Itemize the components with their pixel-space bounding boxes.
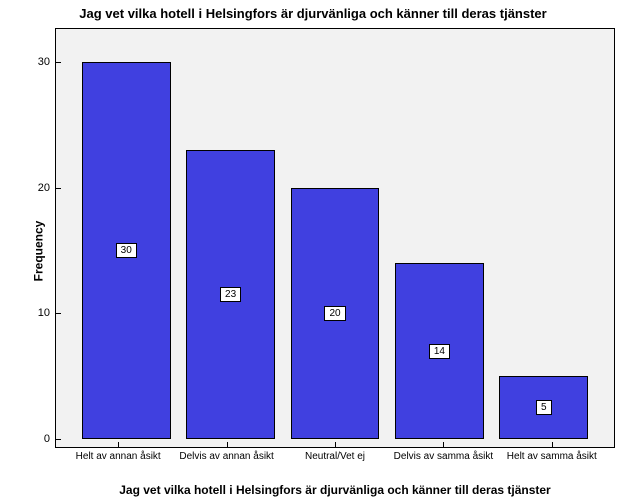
bar-value-label: 20 [324,306,345,321]
y-tick-label: 20 [38,182,50,194]
bar-slot: 20 [283,37,387,439]
x-tick [118,442,119,447]
y-tick-label: 30 [38,56,50,68]
x-tick-label: Helt av annan åsikt [68,451,168,462]
bar-value-label: 5 [536,400,552,415]
y-axis-title: Frequency [31,220,45,281]
bar-value-label: 14 [429,344,450,359]
x-tick-label: Helt av samma åsikt [502,451,602,462]
x-tick-label: Delvis av annan åsikt [177,451,277,462]
x-axis-title: Jag vet vilka hotell i Helsingfors är dj… [55,483,615,497]
x-tick [552,442,553,447]
bar: 20 [291,188,380,439]
x-tick [335,442,336,447]
y-tick [56,62,61,63]
bar: 30 [82,62,171,439]
x-tick-label: Delvis av samma åsikt [393,451,493,462]
bar-value-label: 30 [116,243,137,258]
bar: 5 [499,376,588,439]
y-tick-label: 10 [38,307,50,319]
bar: 14 [395,263,484,439]
y-tick [56,439,61,440]
plot-inner: 30 23 20 14 5 [64,37,606,439]
bar: 23 [186,150,275,439]
bar-slot: 5 [492,37,596,439]
bar-value-label: 23 [220,287,241,302]
y-tick [56,313,61,314]
x-tick [443,442,444,447]
bars-group: 30 23 20 14 5 [64,37,606,439]
plot-area: 0102030 302320145 Helt av annan åsiktDel… [55,28,615,448]
y-tick [56,188,61,189]
chart-title: Jag vet vilka hotell i Helsingfors är dj… [0,6,626,21]
bar-slot: 14 [387,37,491,439]
bar-slot: 23 [178,37,282,439]
y-tick-label: 0 [44,433,50,445]
x-tick-label: Neutral/Vet ej [285,451,385,462]
bar-slot: 30 [74,37,178,439]
x-tick [227,442,228,447]
chart-container: Jag vet vilka hotell i Helsingfors är dj… [0,0,626,501]
